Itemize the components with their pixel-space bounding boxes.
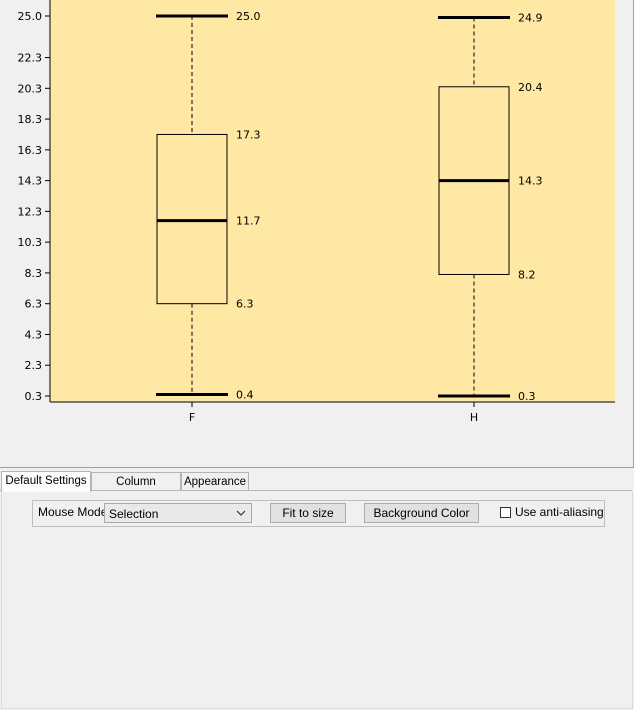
mouse-mode-select[interactable]: Selection bbox=[104, 503, 252, 523]
q3-label: 20.4 bbox=[518, 81, 543, 94]
anti-aliasing-label: Use anti-aliasing bbox=[515, 505, 604, 519]
boxplot-panel[interactable]: 0.3 2.3 4.3 6.3 8.3 10.3 12.3 14.3 16.3 18.3 20.3 2… bbox=[0, 0, 634, 468]
median-label: 11.7 bbox=[236, 215, 261, 228]
min-label: 0.3 bbox=[518, 390, 536, 403]
tab-column-selection[interactable]: Column Selection bbox=[91, 472, 181, 506]
y-tick-label: 10.3 bbox=[18, 236, 43, 249]
y-tick-label: 4.3 bbox=[25, 328, 43, 341]
tab-default-settings[interactable]: Default Settings bbox=[1, 471, 91, 492]
y-tick-label: 25.0 bbox=[18, 10, 43, 23]
fit-to-size-button[interactable]: Fit to size bbox=[270, 503, 346, 523]
max-label: 25.0 bbox=[236, 10, 261, 23]
background-color-button[interactable]: Background Color bbox=[364, 503, 479, 523]
y-tick-label: 2.3 bbox=[25, 359, 43, 372]
tab-appearance[interactable]: Appearance bbox=[181, 472, 249, 491]
y-tick-label: 16.3 bbox=[18, 144, 43, 157]
y-tick-label: 14.3 bbox=[18, 175, 43, 188]
tab-divider bbox=[0, 490, 632, 491]
max-label: 24.9 bbox=[518, 12, 543, 25]
settings-toolbar: Mouse Mode Selection Fit to size Backgro… bbox=[32, 500, 605, 527]
y-tick-label: 22.3 bbox=[18, 52, 43, 65]
y-tick-label: 0.3 bbox=[25, 390, 43, 403]
median-label: 14.3 bbox=[518, 175, 543, 188]
mouse-mode-label: Mouse Mode bbox=[38, 505, 108, 519]
anti-aliasing-checkbox[interactable] bbox=[500, 507, 511, 518]
x-tick-label: F bbox=[189, 411, 195, 424]
y-tick-label: 18.3 bbox=[18, 113, 43, 126]
y-tick-label: 8.3 bbox=[25, 267, 43, 280]
y-tick-label: 6.3 bbox=[25, 298, 43, 311]
y-tick-label: 12.3 bbox=[18, 205, 43, 218]
mouse-mode-value: Selection bbox=[109, 507, 159, 521]
iqr-box bbox=[156, 133, 228, 305]
default-settings-panel: Mouse Mode Selection Fit to size Backgro… bbox=[1, 491, 633, 709]
min-label: 0.4 bbox=[236, 388, 254, 401]
chevron-down-icon bbox=[236, 510, 246, 516]
plot-area bbox=[50, 0, 615, 402]
q3-label: 17.3 bbox=[236, 128, 261, 141]
settings-tab-bar: Default Settings Column Selection Appear… bbox=[1, 471, 633, 506]
boxplot-chart[interactable]: 0.3 2.3 4.3 6.3 8.3 10.3 12.3 14.3 16.3 18.3 20.3 2… bbox=[0, 0, 633, 467]
q1-label: 6.3 bbox=[236, 298, 254, 311]
q1-label: 8.2 bbox=[518, 268, 536, 281]
x-tick-label: H bbox=[470, 411, 478, 424]
y-tick-label: 20.3 bbox=[18, 82, 43, 95]
